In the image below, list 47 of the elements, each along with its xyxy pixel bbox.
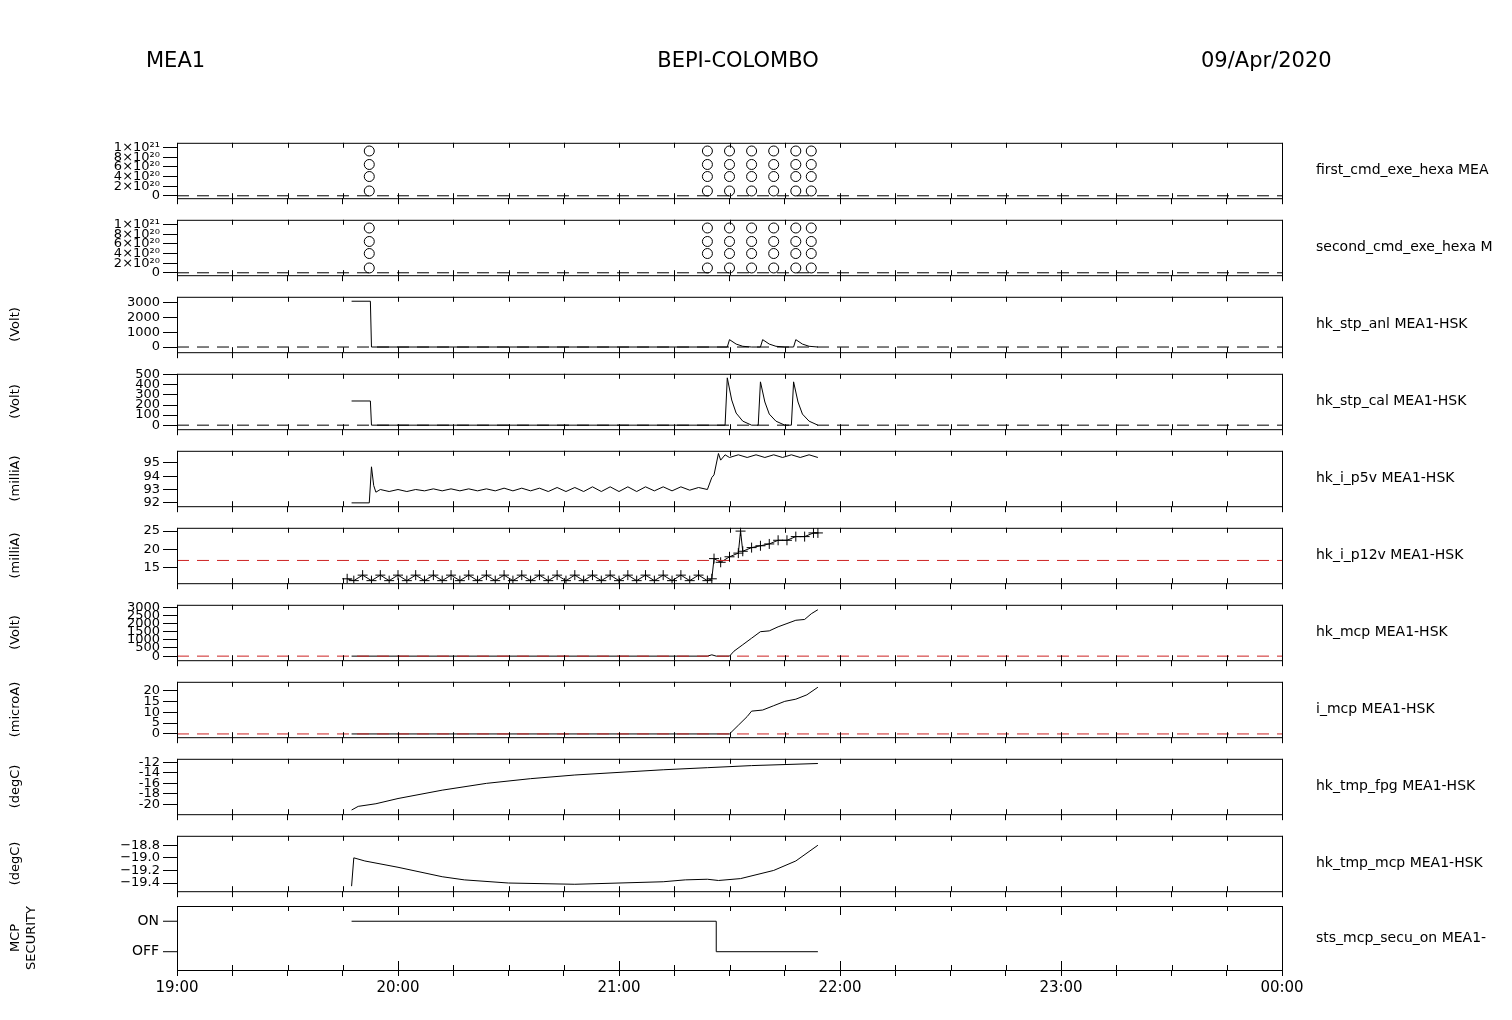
- x-tick-label: 22:00: [818, 977, 862, 996]
- y-axis-title: (Volt): [7, 384, 23, 419]
- y-axis-title: (Volt): [7, 615, 23, 650]
- y-axis-title: (milliA): [7, 455, 23, 502]
- x-tick-label: 21:00: [597, 977, 641, 996]
- y-axis-title: (Volt): [7, 307, 23, 342]
- y-axis-title: (microA): [7, 681, 23, 738]
- text: hk_tmp_fpg MEA1-HSK: [1316, 777, 1477, 794]
- text: hk_mcp MEA1-HSK: [1316, 623, 1449, 640]
- y-tick-label: 20: [143, 681, 160, 697]
- text: first_cmd_exe_hexa MEA: [1316, 161, 1489, 178]
- text: hk_i_p5v MEA1-HSK: [1316, 469, 1456, 486]
- y-tick-label: 94: [143, 467, 160, 483]
- text: hk_i_p12v MEA1-HSK: [1316, 546, 1465, 563]
- y-tick-label: −18.8: [120, 836, 160, 852]
- y-tick-label: 2000: [126, 308, 160, 324]
- y-tick-label: 15: [143, 559, 160, 575]
- y-axis-title: MCP SECURITY: [7, 906, 38, 970]
- y-tick-label: 20: [143, 540, 160, 556]
- y-tick-label: 93: [143, 480, 160, 496]
- text: i_mcp MEA1-HSK: [1316, 700, 1436, 717]
- text: second_cmd_exe_hexa M: [1316, 238, 1493, 255]
- chart-title: BEPI-COLOMBO: [657, 48, 819, 72]
- y-tick-label: 3000: [126, 294, 160, 310]
- y-axis-title: (degC): [7, 764, 23, 809]
- x-tick-label: 20:00: [376, 977, 420, 996]
- text: MEA1: [146, 48, 206, 72]
- text: sts_mcp_secu_on MEA1-: [1316, 928, 1487, 945]
- text: OFF: [131, 942, 159, 959]
- y-tick-label: 95: [143, 454, 160, 470]
- text: ON: [137, 911, 159, 928]
- y-tick-label: -20: [138, 795, 160, 811]
- text: hk_stp_anl MEA1-HSK: [1316, 315, 1469, 332]
- y-tick-label: −19.4: [120, 874, 160, 890]
- text: hk_tmp_mcp MEA1-HSK: [1316, 854, 1484, 871]
- text: 09/Apr/2020: [1201, 48, 1332, 72]
- y-axis-title: (milliA): [7, 532, 23, 579]
- x-tick-label: 00:00: [1260, 977, 1304, 996]
- x-tick-label: 19:00: [155, 977, 199, 996]
- y-axis-title: (degC): [7, 841, 23, 886]
- y-tick-label: 0: [151, 338, 160, 354]
- y-tick-label: 1000: [126, 323, 160, 339]
- y-tick-label: 0: [151, 725, 160, 741]
- text: hk_stp_cal MEA1-HSK: [1316, 392, 1468, 409]
- y-tick-label: 25: [143, 522, 160, 538]
- x-tick-label: 23:00: [1039, 977, 1083, 996]
- y-tick-label: 92: [143, 494, 160, 510]
